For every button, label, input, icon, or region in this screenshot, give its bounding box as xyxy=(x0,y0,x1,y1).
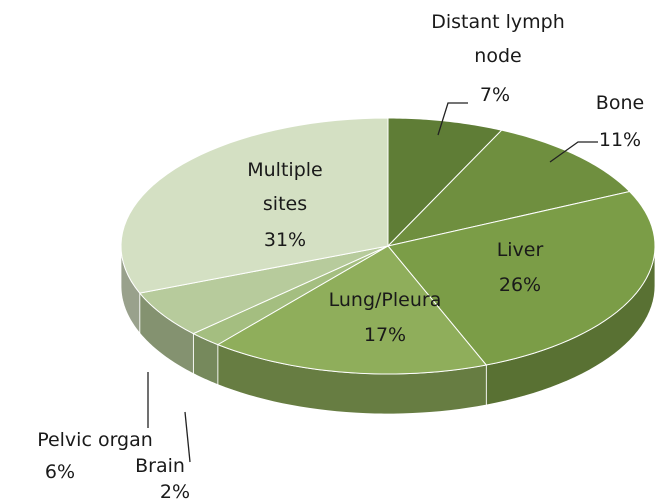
slice-value-label: 6% xyxy=(44,461,76,483)
leader-line xyxy=(549,141,598,163)
slice-value-label: 31% xyxy=(263,229,307,251)
slice-value-label: 2% xyxy=(159,481,191,503)
slice xyxy=(216,245,488,375)
slice-label: Liver xyxy=(496,239,544,261)
leader-line xyxy=(184,411,191,463)
slice-value-label: 11% xyxy=(598,129,642,151)
slice-value-label: 7% xyxy=(479,84,511,106)
slice-label: Distant lymph node xyxy=(431,11,565,67)
slice xyxy=(138,245,389,335)
slice-value-label: 26% xyxy=(498,274,542,296)
slice xyxy=(192,245,389,346)
slice-label: Pelvic organ xyxy=(37,429,153,451)
slice-label: Bone xyxy=(595,92,645,114)
slice xyxy=(387,190,656,366)
slice xyxy=(120,117,389,294)
slice-label: Brain xyxy=(135,455,185,477)
slice-label: Lung/Pleura xyxy=(328,289,442,311)
slice xyxy=(387,117,503,248)
leader-line xyxy=(437,102,468,136)
slice-label: Multiple sites xyxy=(247,159,323,215)
slice xyxy=(386,129,631,247)
slice-value-label: 17% xyxy=(363,324,407,346)
